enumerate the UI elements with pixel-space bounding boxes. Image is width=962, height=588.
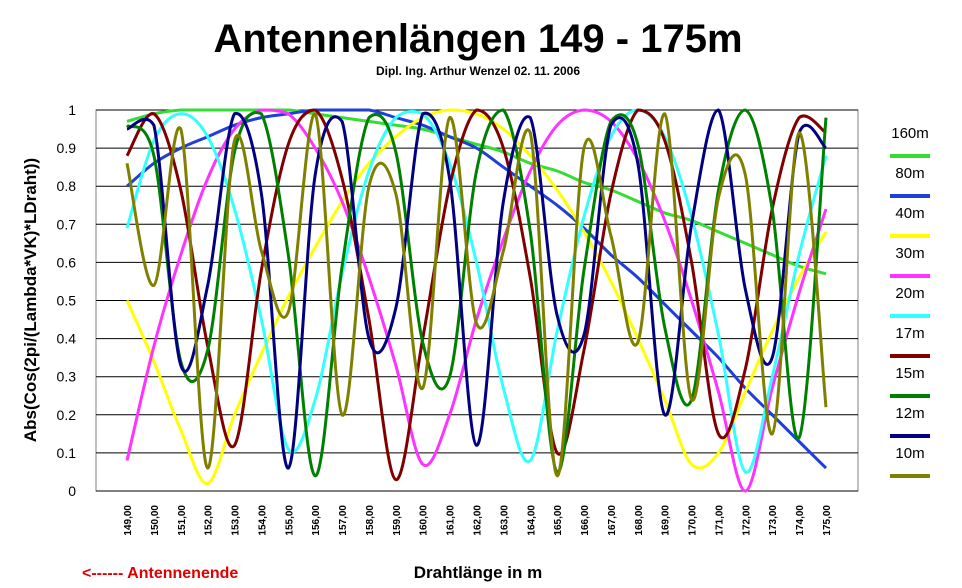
x-tick-label: 171,00 — [714, 505, 725, 536]
legend-label: 10m — [895, 445, 924, 462]
x-axis-label: Drahtlänge in m — [414, 563, 542, 582]
x-tick-label: 152,00 — [204, 505, 215, 536]
y-tick-label: 0.7 — [57, 216, 77, 232]
x-tick-label: 173,00 — [768, 505, 779, 536]
series-line-40m — [125, 108, 828, 485]
x-tick-labels: 149,00 150,00 151,00 152,00 153,00 154,00 155,… — [123, 505, 833, 536]
x-tick-label: 164,00 — [526, 505, 537, 536]
y-tick-label: 1 — [68, 102, 76, 118]
y-tick-label: 0.2 — [57, 407, 77, 423]
x-tick-label: 154,00 — [257, 505, 268, 536]
y-tick-labels: 0 0.1 0.2 0.3 0.4 0.5 0.6 0.7 0.8 0.9 1 — [57, 102, 77, 499]
y-tick-label: 0.8 — [57, 178, 77, 194]
x-tick-label: 160,00 — [419, 505, 430, 536]
x-tick-label: 168,00 — [634, 505, 645, 536]
x-tick-label: 175,00 — [822, 505, 833, 536]
x-tick-label: 170,00 — [688, 505, 699, 536]
legend-label: 30m — [895, 245, 924, 262]
series-line-17m — [125, 108, 827, 482]
y-tick-label: 0 — [68, 483, 76, 499]
y-tick-label: 0.5 — [57, 293, 77, 309]
y-tick-label: 0.1 — [57, 445, 77, 461]
series-line-12m — [126, 108, 828, 470]
series-line-15m — [125, 108, 828, 478]
series-line-160m — [126, 108, 827, 276]
x-tick-label: 151,00 — [177, 505, 188, 536]
legend-label: 80m — [895, 165, 924, 182]
y-tick-label: 0.4 — [57, 331, 77, 347]
y-axis-label: Abs(Cos(2pi/(Lambda*VK)*LDraht)) — [21, 158, 40, 442]
x-tick-label: 155,00 — [284, 505, 295, 536]
series-line-30m — [125, 108, 828, 493]
x-tick-label: 172,00 — [741, 505, 752, 536]
y-tick-label: 0.9 — [57, 140, 77, 156]
legend-label: 160m — [891, 125, 929, 142]
chart-subtitle: Dipl. Ing. Arthur Wenzel 02. 11. 2006 — [376, 64, 580, 78]
series-line-10m — [125, 112, 828, 478]
x-tick-label: 157,00 — [338, 505, 349, 536]
x-tick-label: 163,00 — [499, 505, 510, 536]
x-tick-label: 153,00 — [231, 505, 242, 536]
x-tick-label: 165,00 — [553, 505, 564, 536]
x-tick-label: 149,00 — [123, 505, 134, 536]
x-tick-label: 174,00 — [795, 505, 806, 536]
legend-label: 15m — [895, 365, 924, 382]
series-lines — [125, 108, 828, 493]
x-tick-label: 158,00 — [365, 505, 376, 536]
chart-title: Antennenlängen 149 - 175m — [213, 17, 742, 61]
legend-label: 12m — [895, 405, 924, 422]
x-tick-label: 162,00 — [473, 505, 484, 536]
legend-label: 40m — [895, 205, 924, 222]
x-tick-label: 167,00 — [607, 505, 618, 536]
legend: 160m 80m 40m 30m 20m 17m 15m 12m 10m — [890, 125, 930, 478]
x-tick-label: 166,00 — [580, 505, 591, 536]
antenna-end-annotation: <------ Antennenende — [82, 565, 238, 582]
y-tick-label: 0.3 — [57, 369, 77, 385]
legend-label: 17m — [895, 325, 924, 342]
x-tick-label: 150,00 — [150, 505, 161, 536]
legend-label: 20m — [895, 285, 924, 302]
x-tick-label: 169,00 — [661, 505, 672, 536]
x-tick-label: 161,00 — [446, 505, 457, 536]
y-tick-label: 0.6 — [57, 254, 77, 270]
x-tick-label: 156,00 — [311, 505, 322, 536]
x-tick-label: 159,00 — [392, 505, 403, 536]
